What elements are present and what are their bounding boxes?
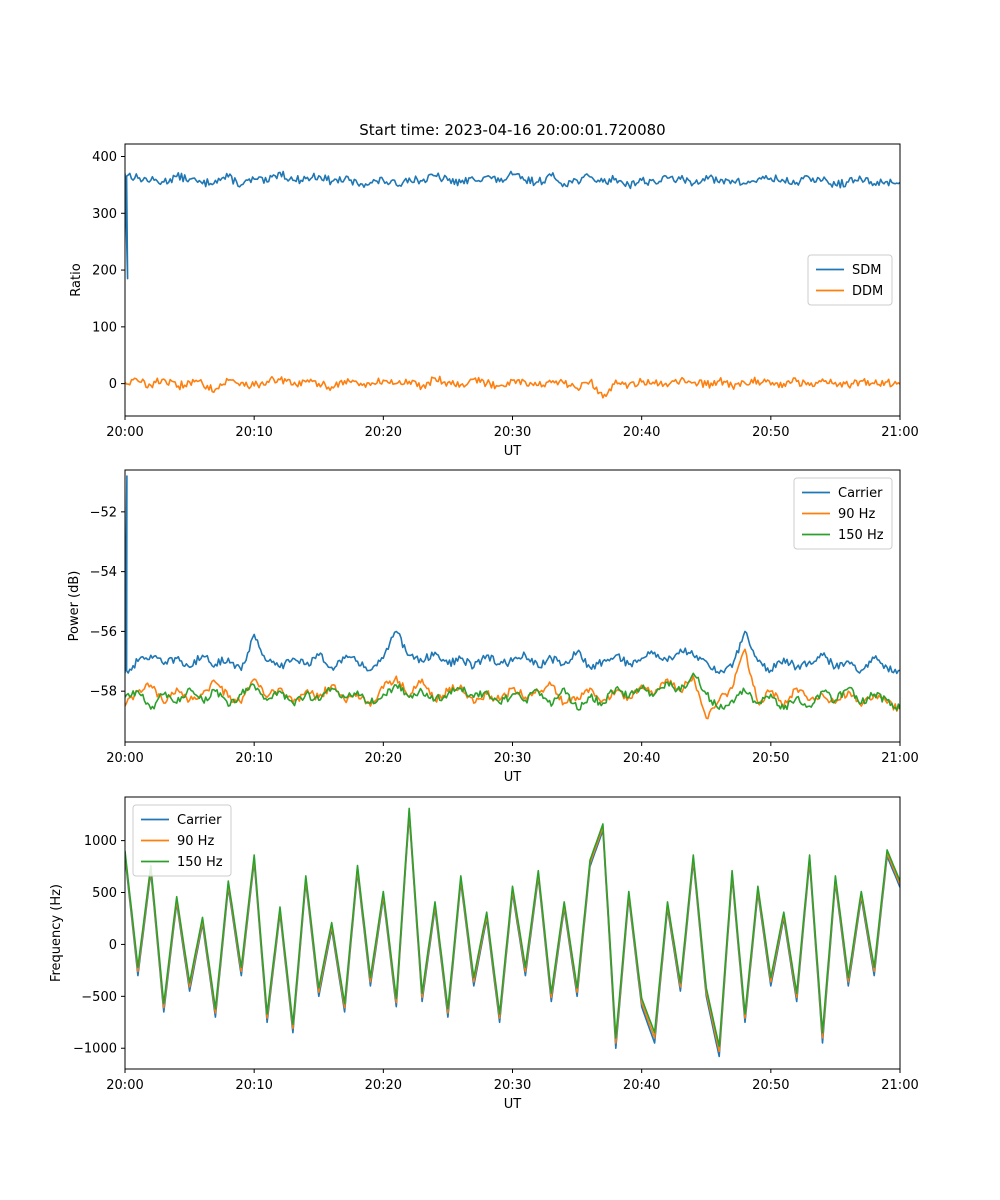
series-group (125, 170, 900, 399)
x-tick-label: 20:30 (494, 1078, 531, 1093)
x-axis-label: UT (504, 1097, 522, 1112)
x-tick-label: 20:20 (365, 1078, 402, 1093)
chart-panel-2: 20:00 20:10 20:20 20:30 20:40 20:50 21:00 −58 −5… (67, 469, 919, 785)
y-axis-label: Power (dB) (67, 571, 82, 642)
x-tick-label: 20:10 (235, 1078, 272, 1093)
series-line-sdm (125, 170, 900, 280)
series-group (125, 475, 900, 720)
x-tick-label: 20:20 (365, 751, 402, 766)
x-tick-label: 20:00 (106, 751, 143, 766)
y-tick-label: −58 (90, 685, 117, 700)
x-tick-label: 20:40 (623, 751, 660, 766)
series-line-150-hz (125, 807, 900, 1047)
legend: SDM DDM (807, 254, 893, 306)
x-tick-label: 20:10 (235, 751, 272, 766)
x-tick-label: 20:40 (623, 425, 660, 440)
legend-entry: SDM (852, 263, 881, 278)
y-tick-label: −1000 (73, 1042, 117, 1057)
y-axis-label: Frequency (Hz) (49, 884, 64, 982)
x-tick-label: 20:50 (752, 1078, 789, 1093)
x-tick-label: 21:00 (881, 751, 918, 766)
y-tick-label: 400 (92, 150, 117, 165)
x-tick-label: 20:20 (365, 425, 402, 440)
series-line-ddm (125, 375, 900, 399)
x-tick-label: 20:40 (623, 1078, 660, 1093)
series-line-150-hz (125, 672, 900, 711)
series-line-90-hz (125, 648, 900, 720)
x-tick-label: 21:00 (881, 1078, 918, 1093)
x-tick-label: 20:50 (752, 751, 789, 766)
x-tick-label: 20:00 (106, 425, 143, 440)
y-tick-label: −500 (81, 990, 117, 1005)
chart-title: Start time: 2023-04-16 20:00:01.720080 (359, 121, 665, 139)
legend-entry: Carrier (177, 813, 222, 828)
legend-entry: 150 Hz (838, 528, 884, 543)
x-axis-label: UT (504, 770, 522, 785)
series-line-carrier (125, 475, 900, 675)
x-tick-label: 21:00 (881, 425, 918, 440)
legend-entry: 90 Hz (838, 507, 875, 522)
x-axis-label: UT (504, 444, 522, 459)
legend-entry: 90 Hz (177, 834, 214, 849)
y-tick-label: 300 (92, 207, 117, 222)
y-axis-label: Ratio (69, 263, 84, 296)
legend: Carrier 90 Hz 150 Hz (132, 804, 232, 877)
legend-entry: 150 Hz (177, 855, 223, 870)
chart-panel-1: 20:00 20:10 20:20 20:30 20:40 20:50 21:00 0 100 2… (69, 121, 919, 459)
legend-entry: DDM (852, 284, 883, 299)
series-group (125, 807, 900, 1058)
legend: Carrier 90 Hz 150 Hz (793, 477, 893, 550)
y-tick-label: 500 (92, 886, 117, 901)
x-tick-label: 20:00 (106, 1078, 143, 1093)
x-tick-label: 20:50 (752, 425, 789, 440)
legend-box (132, 804, 232, 877)
y-tick-label: 200 (92, 264, 117, 279)
x-tick-label: 20:30 (494, 751, 531, 766)
y-tick-label: 1000 (84, 834, 117, 849)
chart-panel-3: 20:00 20:10 20:20 20:30 20:40 20:50 21:00 −1000… (49, 796, 919, 1112)
legend-box (793, 477, 893, 550)
y-tick-label: 0 (109, 377, 117, 392)
y-tick-label: 0 (109, 938, 117, 953)
x-tick-label: 20:10 (235, 425, 272, 440)
y-tick-label: −54 (90, 565, 117, 580)
x-tick-label: 20:30 (494, 425, 531, 440)
legend-entry: Carrier (838, 486, 883, 501)
y-tick-label: −56 (90, 625, 117, 640)
legend-box (807, 254, 893, 306)
y-tick-label: 100 (92, 320, 117, 335)
charts-container: 20:00 20:10 20:20 20:30 20:40 20:50 21:00 0 100 2… (49, 121, 919, 1112)
y-tick-label: −52 (90, 505, 117, 520)
